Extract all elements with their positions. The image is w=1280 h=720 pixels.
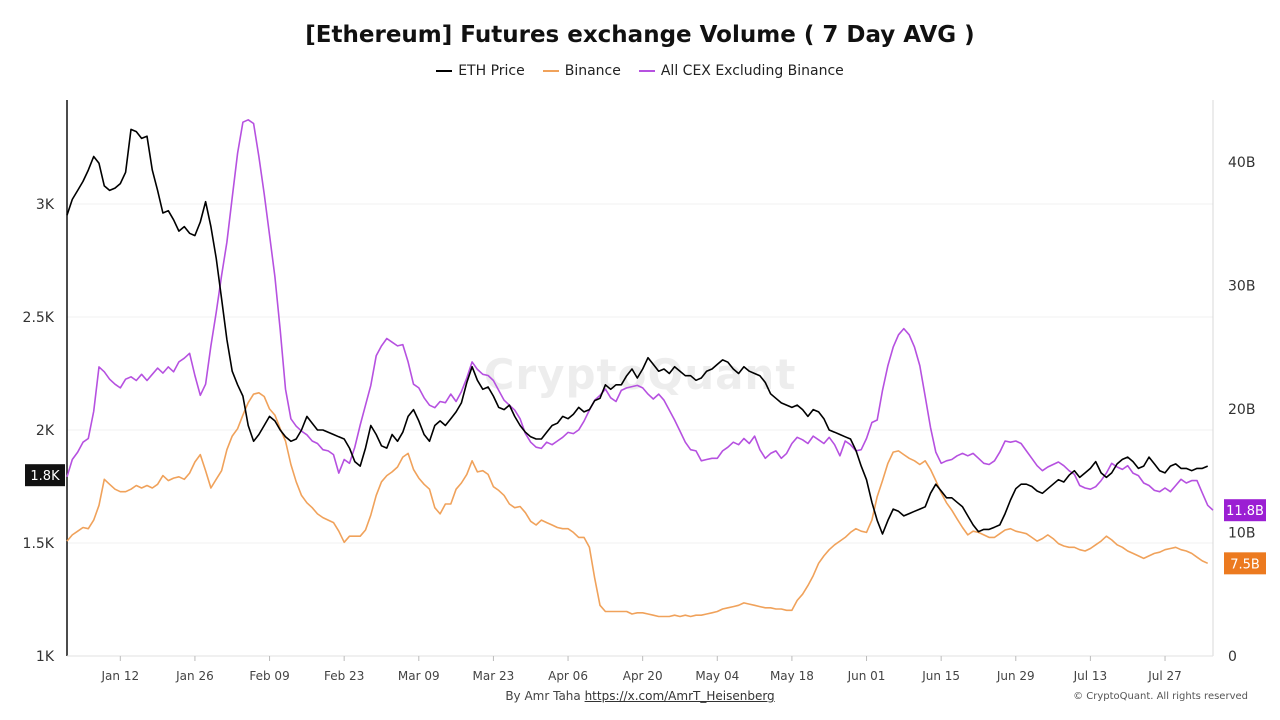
value-badge-bg [1224,499,1266,522]
series-line-binance [66,392,1209,618]
y-left-tick-label: 2K [36,423,55,439]
x-tick-label: Jul 27 [1147,669,1182,683]
x-tick-label: Apr 20 [623,669,663,683]
y-left-tick-label: 1K [36,649,55,665]
x-tick-label: May 04 [695,669,739,683]
value-badge-label: 7.5B [1230,557,1260,572]
legend-item-binance[interactable]: Binance [542,63,621,79]
series-line-all-cex-excluding-binance [66,119,1214,511]
footer-credit: By Amr Taha https://x.com/AmrT_Heisenber… [0,689,1280,703]
y-left-tick-label: 3K [36,197,55,213]
legend-label-all-cex: All CEX Excluding Binance [660,63,844,79]
series-line-eth-price [66,128,1209,535]
y-left-tick-label: 2.5K [23,310,55,326]
legend: ETH Price Binance All CEX Excluding Bina… [0,63,1280,79]
x-tick-label: Feb 23 [324,669,364,683]
x-tick-label: May 18 [770,669,814,683]
legend-item-all-cex-excluding-binance[interactable]: All CEX Excluding Binance [638,63,844,79]
legend-swatch-all-cex [638,70,655,72]
x-tick-label: Jun 01 [847,669,886,683]
value-badge-label: 1.8K [30,469,60,484]
y-right-tick-label: 40B [1228,155,1255,171]
legend-label-binance: Binance [564,63,621,79]
x-tick-label: Feb 09 [249,669,289,683]
legend-item-eth-price[interactable]: ETH Price [436,63,525,79]
y-right-tick-label: 10B [1228,525,1255,541]
value-badge-bg [25,464,65,487]
x-tick-label: Mar 23 [473,669,515,683]
credit-link[interactable]: https://x.com/AmrT_Heisenberg [584,689,775,703]
x-tick-label: Jan 12 [101,669,140,683]
x-tick-label: Mar 09 [398,669,440,683]
y-left-tick-label: 1.5K [23,536,55,552]
y-right-tick-label: 30B [1228,278,1255,294]
value-badge-bg [1224,552,1266,575]
x-tick-label: Jul 13 [1073,669,1108,683]
chart-title: [Ethereum] Futures exchange Volume ( 7 D… [305,22,975,48]
y-right-tick-label: 0 [1228,649,1237,665]
legend-swatch-eth-price [436,70,453,72]
legend-label-eth-price: ETH Price [458,63,525,79]
x-tick-label: Apr 06 [548,669,588,683]
x-tick-label: Jun 15 [921,669,960,683]
value-badge-label: 11.8B [1226,504,1264,519]
x-tick-label: Jan 26 [175,669,214,683]
x-tick-label: Jun 29 [996,669,1035,683]
copyright-notice: © CryptoQuant. All rights reserved [1073,691,1248,702]
y-right-tick-label: 20B [1228,402,1255,418]
legend-swatch-binance [542,70,559,72]
credit-author: By Amr Taha [505,689,585,703]
